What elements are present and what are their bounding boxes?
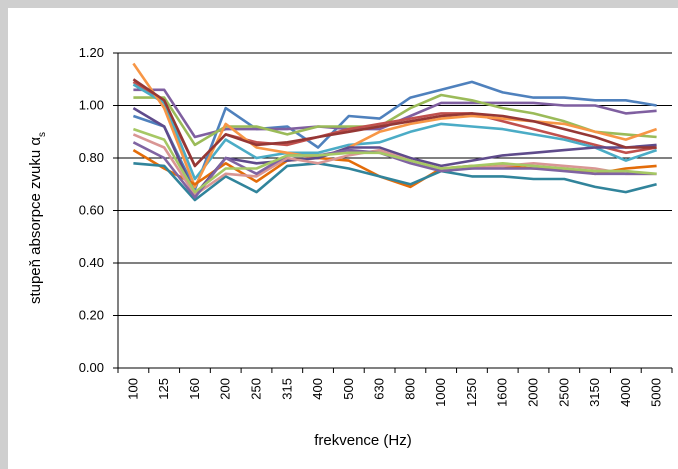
- series-line-5: [132, 83, 658, 181]
- x-tick-label: 4000: [618, 378, 633, 407]
- series-line-3: [133, 93, 657, 147]
- y-axis-title: stupeň absorpce zvuku αs: [27, 132, 48, 304]
- y-tick-label: 0.00: [79, 360, 104, 375]
- y-tick-label: 0.80: [79, 150, 104, 165]
- series-line-13: [132, 78, 657, 168]
- x-tick-label: 400: [310, 378, 325, 400]
- series-line-10: [132, 133, 657, 197]
- y-tick-labels: 0.00 0.20 0.40 0.60 0.80 1.00 1.20: [79, 45, 104, 375]
- y-axis-title-text: stupeň absorpce zvuku α: [27, 137, 44, 304]
- x-tick-label: 125: [156, 378, 171, 400]
- x-tick-label: 800: [402, 378, 417, 400]
- x-tick-label: 200: [218, 378, 233, 400]
- y-tick-label: 1.00: [79, 98, 104, 113]
- x-tick-label: 2500: [556, 378, 571, 407]
- x-axis-title: frekvence (Hz): [314, 432, 412, 449]
- series-line-1: [132, 80, 657, 191]
- series-line-2: [133, 88, 657, 139]
- x-tick-label: 1600: [495, 378, 510, 407]
- x-tick-label: 5000: [649, 378, 664, 407]
- y-axis-title-subscript: s: [37, 132, 48, 137]
- series-line-8: [133, 162, 657, 202]
- x-tick-label: 630: [372, 378, 387, 400]
- axes: [113, 52, 673, 373]
- x-tick-label: 2000: [526, 378, 541, 407]
- series-line-6: [132, 62, 658, 189]
- x-tick-label: 1250: [464, 378, 479, 407]
- x-tick-label: 250: [249, 378, 264, 400]
- x-tick-label: 100: [125, 378, 140, 400]
- y-tick-label: 0.20: [79, 308, 104, 323]
- gridlines: [118, 52, 672, 316]
- x-tick-label: 315: [279, 378, 294, 400]
- y-tick-label: 1.20: [79, 45, 104, 60]
- chart-area: [8, 8, 678, 469]
- x-tick-label: 3150: [587, 378, 602, 407]
- x-tick-labels: 100 125 160 200 250 315 400 500 630 800 1000 1250 16…: [125, 378, 663, 407]
- series-line-12: [132, 127, 657, 194]
- y-tick-label: 0.60: [79, 203, 104, 218]
- y-tick-label: 0.40: [79, 255, 104, 270]
- series-line-11: [132, 141, 657, 199]
- x-tick-label: 500: [341, 378, 356, 400]
- series-lines: [132, 62, 658, 202]
- x-tick-label: 1000: [433, 378, 448, 407]
- x-tick-label: 160: [187, 378, 202, 400]
